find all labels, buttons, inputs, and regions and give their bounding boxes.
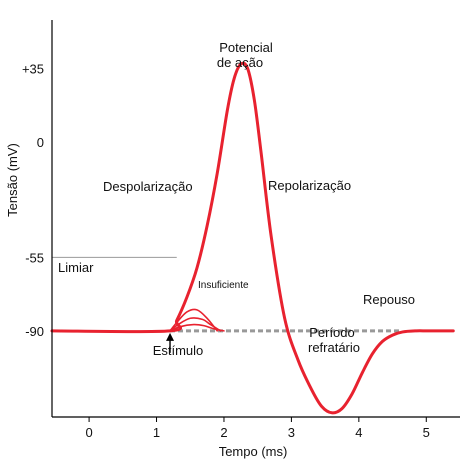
peak-label-line1: Potencial [219, 40, 273, 55]
y-tick-label: +35 [22, 61, 44, 76]
x-tick-label: 2 [220, 425, 227, 440]
resting-label: Repouso [363, 292, 415, 307]
depolarization-label: Despolarização [103, 179, 193, 194]
threshold-label: Limiar [58, 260, 94, 275]
y-axis-title: Tensão (mV) [5, 143, 20, 217]
y-tick-label: -90 [25, 324, 44, 339]
refractory-label-line2: refratário [308, 340, 360, 355]
insufficient-stimulus-3-curve [169, 323, 225, 332]
x-tick-label: 0 [85, 425, 92, 440]
peak-label-line2: de ação [217, 55, 263, 70]
insufficient-stimulus-1-curve [169, 308, 219, 332]
x-tick-label: 3 [288, 425, 295, 440]
x-axis-title: Tempo (ms) [219, 444, 288, 459]
action-potential-curve [50, 61, 455, 415]
repolarization-label: Repolarização [268, 178, 351, 193]
insufficient-stimulus-2-curve [169, 317, 222, 332]
y-tick-label: -55 [25, 250, 44, 265]
x-tick-label: 4 [355, 425, 362, 440]
curves-layer [50, 61, 455, 415]
stimulus-label: Estímulo [153, 343, 204, 358]
stimulus-arrow-icon [166, 332, 175, 341]
x-tick-label: 5 [423, 425, 430, 440]
x-tick-label: 1 [153, 425, 160, 440]
y-tick-label: 0 [37, 135, 44, 150]
axes-layer: 0 1 2 3 4 5 +35 0 -55 -90 [22, 20, 460, 440]
insufficient-label: Insuficiente [198, 280, 249, 291]
refractory-label-line1: Período [309, 325, 355, 340]
